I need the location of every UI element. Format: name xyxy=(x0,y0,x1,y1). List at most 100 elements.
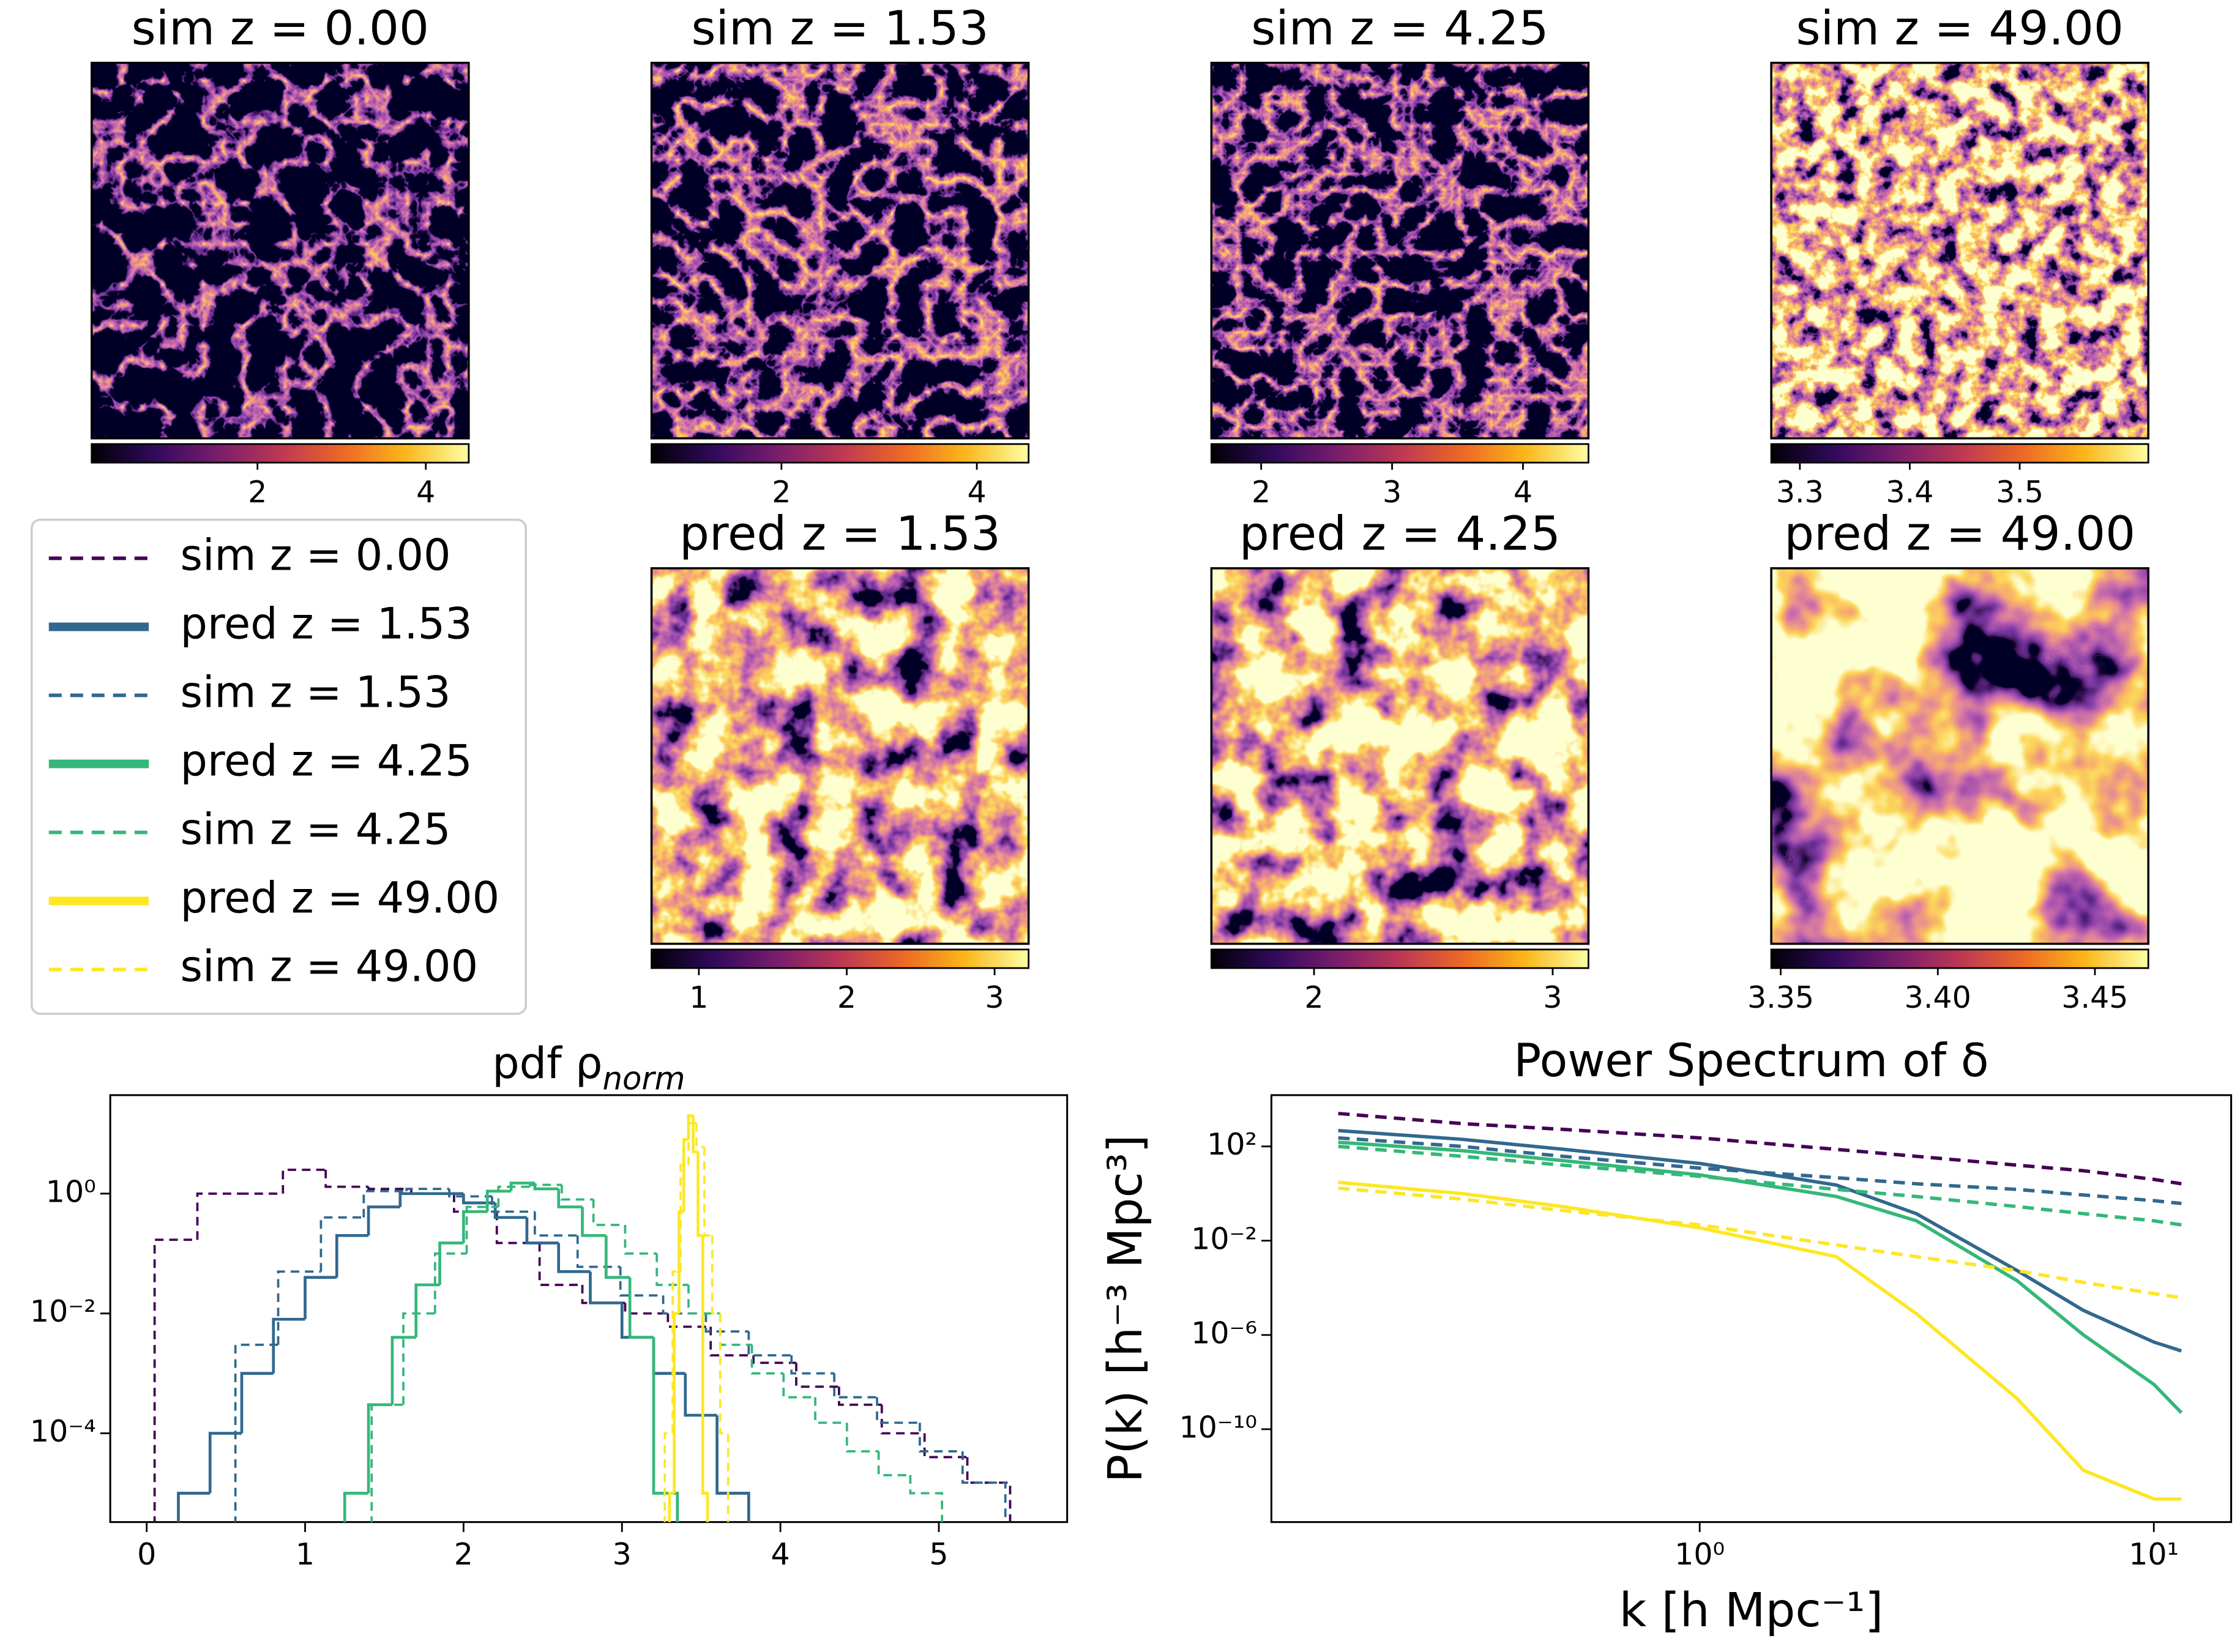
histogram-step xyxy=(662,1295,706,1315)
histogram-step xyxy=(557,1189,583,1208)
histogram-step xyxy=(304,1276,337,1320)
histogram-step xyxy=(497,1185,531,1207)
histogram-step xyxy=(695,1123,704,1148)
heatmap-title: sim z = 0.00 xyxy=(132,1,429,56)
histogram-step xyxy=(398,1192,432,1207)
histogram-step xyxy=(701,1235,709,1522)
legend-label: pred z = 4.25 xyxy=(180,736,472,786)
histogram-step xyxy=(557,1243,591,1273)
colorbar-tick-label: 2 xyxy=(772,475,791,510)
histogram-step xyxy=(679,1164,689,1272)
legend-box xyxy=(31,518,527,1015)
colorbar-tick-label: 3.35 xyxy=(1747,980,1814,1015)
histogram-step xyxy=(877,1451,911,1476)
spectrum-line xyxy=(1338,1136,2182,1205)
chart-title: Power Spectrum of δ xyxy=(1514,1034,1988,1087)
density-image xyxy=(91,62,469,439)
colorbar-tick-label: 3 xyxy=(1383,475,1402,510)
colorbar xyxy=(1210,948,1589,969)
histogram-step xyxy=(752,1355,797,1364)
histogram-step xyxy=(414,1283,440,1338)
histogram-step xyxy=(462,1210,488,1243)
heatmap-title: pred z = 49.00 xyxy=(1784,507,2135,561)
histogram-step xyxy=(687,1122,696,1166)
histogram-step xyxy=(491,1196,535,1213)
histogram-step xyxy=(671,1270,681,1434)
histogram-step xyxy=(208,1432,242,1494)
legend-label: pred z = 49.00 xyxy=(180,873,499,923)
histogram-step xyxy=(592,1199,625,1226)
y-tick-label: 10⁻¹⁰ xyxy=(1179,1410,1258,1445)
image-frame xyxy=(1210,61,1590,440)
histogram-step xyxy=(367,1186,411,1190)
colorbar-tick-label: 3 xyxy=(985,980,1004,1015)
spectrum-line xyxy=(1338,1140,2183,1414)
histogram-step xyxy=(678,1210,684,1314)
spectrum-line xyxy=(1338,1180,2182,1501)
histogram-step xyxy=(282,1168,326,1194)
y-tick-label: 10⁻² xyxy=(1191,1221,1257,1256)
histogram-step xyxy=(692,1115,698,1153)
colorbar-tick-label: 2 xyxy=(1252,475,1271,510)
density-image xyxy=(1771,568,2149,944)
histogram-step xyxy=(782,1373,816,1399)
histogram-step xyxy=(493,1203,527,1219)
image-frame xyxy=(1770,567,2149,945)
histogram-step xyxy=(961,1451,1007,1522)
histogram-step xyxy=(719,1313,730,1522)
histogram-step xyxy=(153,1238,198,1522)
histogram-step xyxy=(703,1147,712,1237)
axes-frame xyxy=(1270,1094,2233,1524)
histogram-step xyxy=(177,1492,211,1522)
colorbar-tick-label: 3 xyxy=(1543,980,1562,1015)
histogram-step xyxy=(696,1152,703,1237)
histogram-step xyxy=(495,1211,540,1245)
spectrum-line xyxy=(1338,1186,2182,1300)
colorbar-tick-label: 3.3 xyxy=(1776,475,1824,510)
histogram-step xyxy=(876,1397,920,1424)
image-frame xyxy=(1210,567,1590,945)
histogram-step xyxy=(538,1243,583,1286)
x-tick-label: 3 xyxy=(613,1537,632,1572)
histogram-step xyxy=(747,1331,792,1357)
histogram-step xyxy=(277,1270,321,1345)
colorbar xyxy=(1770,948,2149,969)
histogram-step xyxy=(509,1181,535,1191)
histogram-step xyxy=(370,1403,404,1522)
histogram-step xyxy=(750,1344,784,1375)
heatmap-title: sim z = 4.25 xyxy=(1251,1,1548,56)
histogram-step xyxy=(668,1492,674,1522)
histogram-step xyxy=(402,1312,435,1405)
histogram-step xyxy=(589,1271,622,1304)
image-frame xyxy=(650,567,1030,945)
histogram-step xyxy=(619,1267,663,1297)
histogram-step xyxy=(845,1423,879,1453)
density-image xyxy=(1211,568,1589,944)
heatmap-title: sim z = 1.53 xyxy=(691,1,988,56)
histogram-step xyxy=(711,1235,720,1315)
x-tick-label: 10⁰ xyxy=(1674,1537,1725,1572)
chart-title: pdf ρ xyxy=(492,1038,602,1088)
colorbar-tick-label: 2 xyxy=(837,980,856,1015)
histogram-step xyxy=(919,1423,963,1453)
histogram-step xyxy=(838,1386,882,1406)
colorbar-tick-label: 3.40 xyxy=(1905,980,1971,1015)
histogram-step xyxy=(628,1277,654,1339)
histogram-step xyxy=(534,1211,578,1237)
colorbar-tick-label: 1 xyxy=(689,980,708,1015)
legend-label: sim z = 49.00 xyxy=(180,942,478,992)
colorbar-tick-label: 2 xyxy=(1304,980,1323,1015)
histogram-step xyxy=(715,1415,750,1522)
histogram-step xyxy=(438,1241,464,1285)
histogram-step xyxy=(465,1205,499,1254)
histogram-step xyxy=(880,1404,925,1435)
x-tick-label: 4 xyxy=(771,1537,790,1572)
histogram-step xyxy=(673,1312,679,1494)
spectrum-line xyxy=(1338,1144,2182,1227)
histogram-step xyxy=(684,1373,717,1417)
histogram-step xyxy=(485,1189,512,1212)
density-image xyxy=(1771,62,2149,439)
